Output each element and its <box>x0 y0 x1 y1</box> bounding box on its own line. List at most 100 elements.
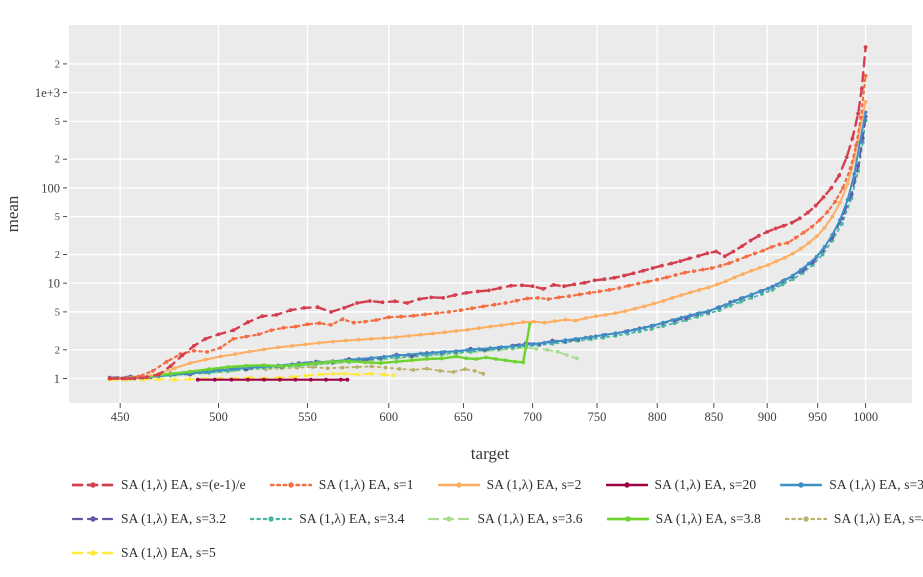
legend-item-20[interactable]: SA (1,λ) EA, s=20 <box>605 474 757 496</box>
series-marker <box>856 111 860 116</box>
y-tick-label-2000: 2 <box>55 59 60 70</box>
series-marker <box>514 298 519 303</box>
series-marker <box>532 342 536 346</box>
series-marker <box>542 340 547 345</box>
legend-line-swatch-icon <box>780 482 823 488</box>
series-SA (1,λ) EA, s=20 <box>195 377 350 382</box>
series-marker <box>705 251 710 256</box>
series-marker <box>545 347 550 352</box>
series-marker <box>474 357 479 361</box>
legend-item-5[interactable]: SA (1,λ) EA, s=5 <box>72 542 216 564</box>
series-marker <box>212 377 217 382</box>
series-marker <box>664 275 669 280</box>
series-marker <box>503 358 508 363</box>
series-marker <box>603 332 608 337</box>
series-marker <box>156 377 161 382</box>
series-marker <box>761 248 765 253</box>
series-marker <box>144 375 149 380</box>
series-marker <box>806 241 811 245</box>
series-marker <box>793 235 798 240</box>
series-marker <box>563 317 568 322</box>
series-marker <box>164 359 169 364</box>
legend-item-3.8[interactable]: SA (1,λ) EA, s=3.8 <box>606 508 761 530</box>
series-marker <box>758 289 762 294</box>
series-marker <box>858 140 862 145</box>
series-marker <box>203 357 208 362</box>
series-marker <box>481 304 486 309</box>
series-marker <box>735 258 740 262</box>
series-marker <box>722 254 727 259</box>
legend-line-swatch-icon <box>606 516 649 522</box>
series-marker <box>651 323 656 328</box>
series-marker <box>863 45 868 49</box>
series-marker <box>838 200 842 205</box>
series-marker <box>623 309 628 313</box>
series-marker <box>534 346 539 351</box>
series-marker <box>660 263 664 268</box>
series-marker <box>452 293 457 297</box>
series-marker <box>650 266 655 270</box>
series-lines <box>107 45 868 382</box>
x-tick-label-550: 550 <box>298 410 317 424</box>
swatch-marker <box>803 516 809 522</box>
legend-item-4[interactable]: SA (1,λ) EA, s=4 <box>784 508 923 530</box>
series-marker <box>814 234 819 239</box>
series-line <box>108 365 485 380</box>
series-marker <box>439 356 444 361</box>
series-marker <box>563 338 568 343</box>
series-marker <box>303 373 308 378</box>
legend-item-(e-1)/e[interactable]: SA (1,λ) EA, s=(e-1)/e <box>72 474 246 496</box>
series-marker <box>817 218 822 222</box>
series-marker <box>305 322 310 327</box>
series-marker <box>494 357 498 361</box>
series-marker <box>180 353 185 358</box>
x-tick-label-750: 750 <box>588 410 607 424</box>
series-marker <box>314 361 318 365</box>
series-marker <box>168 371 173 376</box>
series-marker <box>382 336 386 340</box>
series-marker <box>636 281 641 286</box>
series-marker <box>607 288 612 292</box>
series-marker <box>317 341 322 345</box>
series-marker <box>325 366 330 371</box>
series-marker <box>739 299 743 304</box>
legend-label: SA (1,λ) EA, s=5 <box>121 545 216 560</box>
series-marker <box>192 344 196 348</box>
series-marker <box>195 377 200 382</box>
series-marker <box>244 334 249 339</box>
series-marker <box>464 291 469 295</box>
legend-label: SA (1,λ) EA, s=4 <box>833 511 923 526</box>
series-marker <box>247 349 252 354</box>
legend-line-swatch-icon <box>72 516 114 522</box>
series-marker <box>805 210 810 215</box>
series-marker <box>329 323 333 327</box>
series-marker <box>765 230 770 234</box>
legend-item-2[interactable]: SA (1,λ) EA, s=2 <box>437 474 582 496</box>
series-marker <box>429 295 434 300</box>
legend-item-3.4[interactable]: SA (1,λ) EA, s=3.4 <box>250 508 404 530</box>
series-marker <box>120 376 125 381</box>
legend-item-3.2[interactable]: SA (1,λ) EA, s=3.2 <box>72 508 226 530</box>
series-marker <box>368 299 372 303</box>
series-marker <box>829 186 834 190</box>
series-marker <box>363 319 367 324</box>
legend-item-1[interactable]: SA (1,λ) EA, s=1 <box>269 474 414 496</box>
legend-row-1: SA (1,λ) EA, s=(e-1)/e SA (1,λ) EA, s=1 SA… <box>72 474 923 496</box>
series-marker <box>418 332 423 337</box>
series-marker <box>740 244 744 249</box>
legend-line-swatch-icon <box>72 550 114 556</box>
series-marker <box>840 221 844 226</box>
x-tick-label-1000: 1000 <box>853 410 878 424</box>
legend-item-3[interactable]: SA (1,λ) EA, s=3 <box>780 474 923 496</box>
series-marker <box>279 364 284 368</box>
series-marker <box>718 264 723 268</box>
legend-item-3.6[interactable]: SA (1,λ) EA, s=3.6 <box>428 508 583 530</box>
series-marker <box>706 285 711 290</box>
series-marker <box>423 312 428 317</box>
series-marker <box>852 157 857 162</box>
series-marker <box>492 302 497 307</box>
series-marker <box>329 310 333 314</box>
series-marker <box>411 368 416 372</box>
series-marker <box>593 314 598 319</box>
